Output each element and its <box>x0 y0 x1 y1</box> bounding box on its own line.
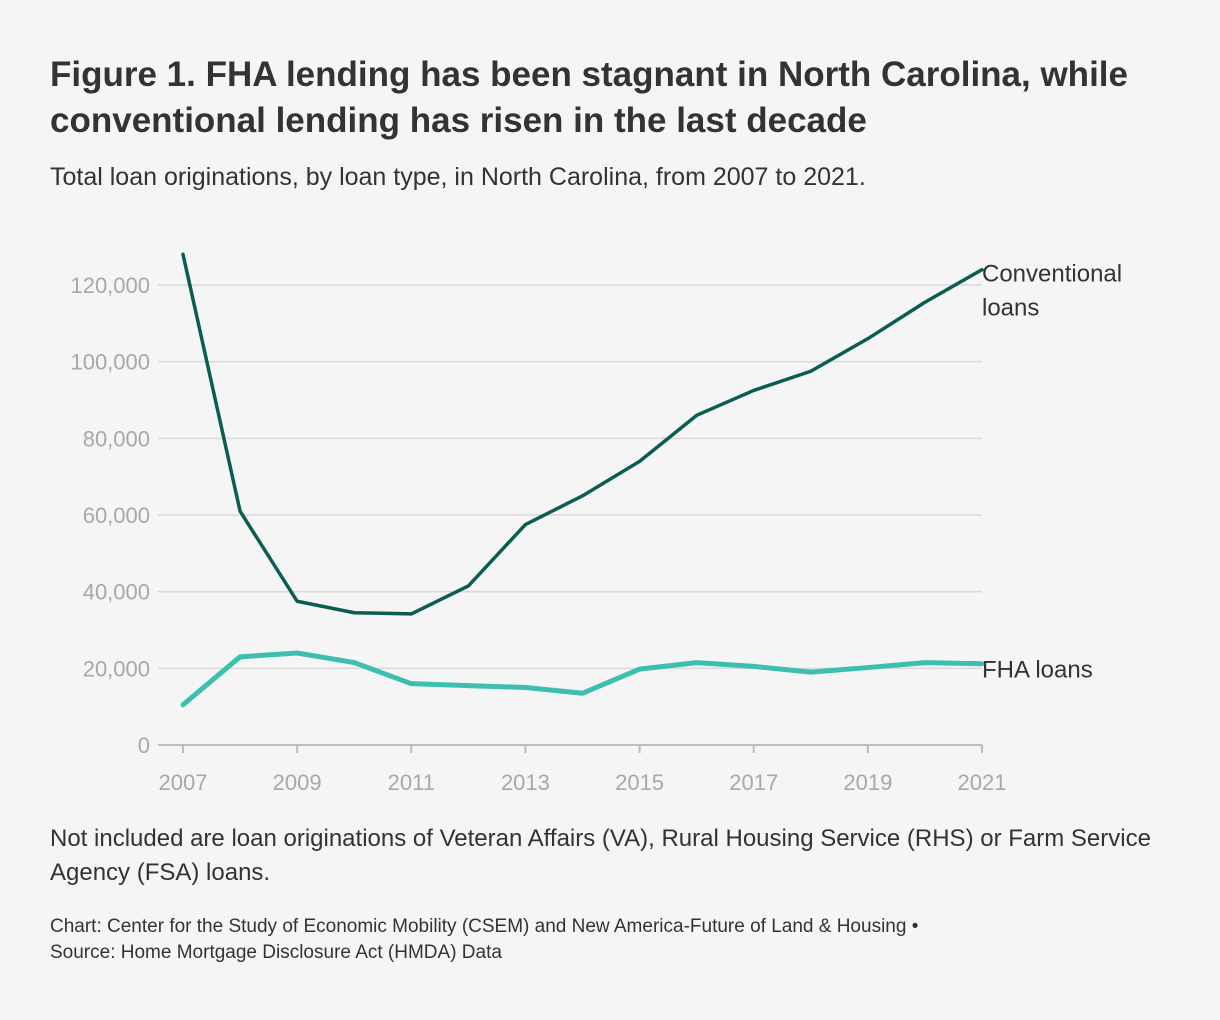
x-tick-label: 2015 <box>615 770 664 795</box>
y-tick-label: 80,000 <box>83 426 150 451</box>
credit-line: Chart: Center for the Study of Economic … <box>50 916 919 937</box>
source-line: Source: Home Mortgage Disclosure Act (HM… <box>50 942 502 963</box>
x-tick-label: 2021 <box>958 770 1007 795</box>
x-tick-label: 2013 <box>501 770 550 795</box>
x-tick-label: 2019 <box>843 770 892 795</box>
series-lines <box>180 252 985 708</box>
y-tick-label: 100,000 <box>70 350 150 375</box>
conventional-loans-label: loans <box>982 295 1039 322</box>
chart-note: Not included are loan originations of Ve… <box>50 825 1151 886</box>
chart-credit: Chart: Center for the Study of Economic … <box>50 914 1190 966</box>
chart-subtitle: Total loan originations, by loan type, i… <box>50 163 866 191</box>
axis-ticks: 0 20,000 40,000 60,000 80,000 100,000 120,000 2… <box>70 273 1006 795</box>
x-tick-label: 2011 <box>388 770 435 795</box>
page-title: Figure 1. FHA lending has been stagnant … <box>50 55 1128 140</box>
fha-loans-line <box>180 650 985 708</box>
x-tick-label: 2007 <box>159 770 208 795</box>
grid-lines <box>158 284 982 746</box>
y-tick-label: 60,000 <box>83 503 150 528</box>
series-labels: Conventional loans FHA loans <box>982 261 1122 684</box>
x-tick-label: 2009 <box>273 770 322 795</box>
y-tick-label: 0 <box>138 733 150 758</box>
conventional-loans-label: Conventional <box>982 261 1122 288</box>
fha-loans-label: FHA loans <box>982 657 1093 684</box>
y-tick-label: 40,000 <box>83 580 150 605</box>
x-tick-label: 2017 <box>729 770 778 795</box>
y-tick-label: 120,000 <box>70 273 150 298</box>
y-tick-label: 20,000 <box>83 656 150 681</box>
conventional-loans-line <box>181 252 984 616</box>
